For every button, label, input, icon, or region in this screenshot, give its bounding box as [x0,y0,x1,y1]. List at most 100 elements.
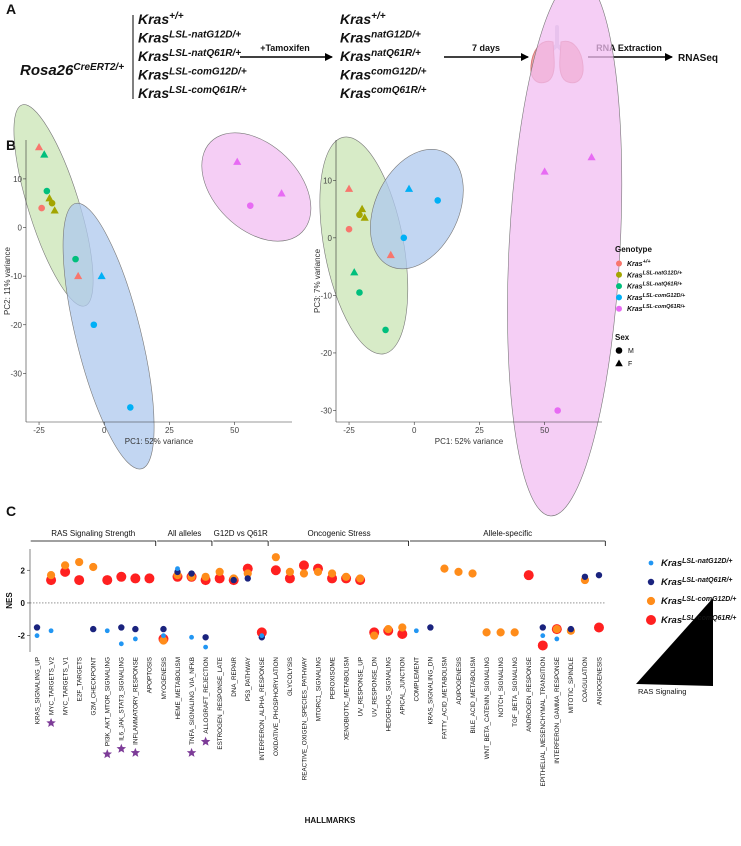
allele-after: KrasnatG12D/+ [340,29,421,46]
legend-label-sup: LSL-comQ61R/+ [682,615,736,622]
nes-dot [202,634,209,641]
nes-dot [48,628,54,634]
nes-dot [468,569,477,578]
x-tick-label: NOTCH_SIGNALING [498,657,505,717]
point [434,197,442,204]
nes-dot [413,628,419,634]
point [360,213,369,221]
group-label: RAS Signaling Strength [51,529,135,538]
nes-dot [510,628,519,637]
allele-before-base: Kras [138,30,169,46]
legend-label-base: Kras [661,615,682,626]
nes-dot [256,627,267,638]
allele-after-sup: comG12D/+ [371,66,426,77]
nes-dot [75,557,84,567]
allele-before-base: Kras [138,67,169,83]
x-tick-label: ANGIOGENESIS [596,657,603,705]
highlight-star [102,749,113,759]
legend-label-base: Kras [627,272,643,279]
legend-swatch [616,271,622,278]
x-tick-label: IL6_JAK_STAT3_SIGNALING [119,657,126,741]
legend-label: KrasLSL-comQ61R/+ [661,615,736,627]
x-tick-label: HEDGEHOG_SIGNALING [386,657,393,732]
allele-before-base: Kras [138,11,169,27]
y-tick-label: -2 [18,632,26,641]
legend-label-sup: LSL-natG12D/+ [643,270,683,276]
legend-swatch [646,596,656,606]
x-tick-label: BILE_ACID_METABOLISM [470,657,477,734]
legend-label-sup: LSL-comQ61R/+ [643,304,686,310]
x-tick-label: COAGULATION [582,657,589,703]
nes-dot [581,573,589,580]
nes-dot [116,571,127,582]
x-tick-label: INTERFERON_GAMMA_RESPONSE [554,657,561,764]
nes-dot [271,553,280,562]
legend-label-sup: LSL-natQ61R/+ [643,282,683,288]
point [43,187,51,195]
x-tick-label: XENOBIOTIC_METABOLISM [343,657,350,740]
x-tick-label: 25 [475,426,484,435]
nes-dot [188,570,195,577]
nes-dot [244,575,251,582]
legend-swatch [616,305,622,312]
legend-label-base: Kras [661,558,682,569]
nes-dot [397,629,408,640]
point [386,250,395,259]
nes-dot [384,625,393,634]
allele-after-base: Kras [340,48,371,64]
point [345,225,353,233]
x-tick-label: ALLOGRAFT_REJECTION [203,657,210,734]
x-tick-label: HEME_METABOLISM [175,657,182,720]
allele-before-sup: +/+ [169,11,184,22]
nes-dot [118,641,124,647]
x-tick-label: PI3K_AKT_MTOR_SIGNALING [105,657,112,746]
x-tick-label: ADIPOGENESIS [456,657,463,705]
nes-dot [74,575,85,586]
nes-dot [313,567,323,576]
highlight-star [130,747,141,757]
highlight-star [200,736,211,746]
x-tick-label: MYC_TARGETS_V2 [48,657,55,715]
point [400,234,408,242]
x-tick-label: -25 [343,426,355,435]
legend-label: KrasLSL-comG12D/+ [627,293,686,302]
panel-label: C [6,503,16,519]
nes-dot [203,644,209,650]
nes-dot [440,564,449,573]
x-tick-label: 50 [230,426,239,435]
x-tick-label: INFLAMMATORY_RESPONSE [133,657,140,745]
x-tick-label: APOPTOSIS [147,657,154,693]
nes-dot [118,624,125,631]
x-tick-label: OXIDATIVE_PHOSPHORYLATION [273,657,280,756]
step-label: RNA Extraction [596,43,662,53]
end-label: RNASeq [678,53,718,64]
allele-after: KrascomG12D/+ [340,66,427,83]
nes-dot [299,569,309,578]
point [50,206,59,214]
x-tick-label: P53_PATHWAY [245,656,252,701]
y-tick-label: -10 [10,272,22,281]
point [356,289,363,296]
allele-after-sup: natG12D/+ [371,29,421,40]
nes-dot [132,636,138,642]
legend-label-base: Kras [661,596,682,607]
allele-before-sup: LSL-comG12D/+ [169,66,247,77]
nes-dot [33,624,41,631]
x-axis-title: PC1: 52% variance [435,437,504,446]
nes-dot [159,636,168,645]
allele-after: KrascomQ61R/+ [340,85,427,102]
x-tick-label: ESTROGEN_RESPONSE_LATE [217,657,224,750]
legend-label-base: Kras [627,284,643,291]
legend-note: RAS Signaling [638,687,686,696]
nes-dot [175,566,180,572]
legend-swatch [647,578,655,586]
point [34,142,44,151]
legend-swatch [648,560,654,566]
point [90,321,98,329]
nes-dot [230,576,237,584]
legend-label-sup: LSL-natG12D/+ [682,558,732,565]
nes-dot [102,575,113,586]
legend-shape [615,359,623,367]
nes-dot [270,565,281,576]
